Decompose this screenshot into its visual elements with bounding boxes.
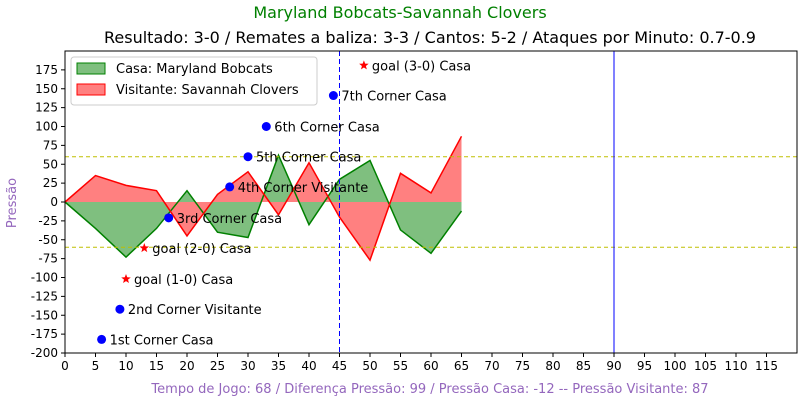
x-tick-label: 95	[637, 359, 652, 373]
x-tick-label: 10	[118, 359, 133, 373]
series-line-away	[64, 135, 463, 262]
legend-box	[70, 56, 318, 106]
x-tick-label: 25	[210, 359, 225, 373]
x-tick-label: 90	[606, 359, 621, 373]
goal-star-marker	[359, 60, 369, 70]
chart-title: Maryland Bobcats-Savannah Clovers	[253, 3, 546, 22]
x-tick-label: 75	[515, 359, 530, 373]
x-tick-label: 30	[240, 359, 255, 373]
y-tick-label: -175	[31, 327, 58, 341]
x-tick-label: 20	[179, 359, 194, 373]
x-tick-label: 80	[545, 359, 560, 373]
y-tick-label: -125	[31, 289, 58, 303]
legend-label-home: Casa: Maryland Bobcats	[116, 62, 273, 77]
x-tick-label: 65	[454, 359, 469, 373]
annotation-label: 7th Corner Casa	[341, 90, 446, 105]
annotation-label: goal (3-0) Casa	[372, 59, 471, 74]
x-tick-label: 105	[694, 359, 717, 373]
legend-swatch-away	[76, 83, 106, 96]
corner-dot-marker	[328, 91, 338, 101]
y-tick-label: -75	[38, 252, 58, 266]
x-tick-label: 5	[92, 359, 100, 373]
y-tick-label: 100	[35, 120, 58, 134]
y-axis-label: Pressão	[5, 178, 20, 228]
y-tick-label: 175	[35, 63, 58, 77]
corner-dot-marker	[225, 182, 235, 192]
annotation-label: 2nd Corner Visitante	[128, 303, 262, 318]
corner-dot-marker	[115, 304, 125, 314]
y-tick-label: 25	[43, 176, 58, 190]
y-tick-label: -50	[38, 233, 58, 247]
x-tick-label: 55	[393, 359, 408, 373]
legend-swatch-home	[76, 62, 106, 75]
x-tick-label: 0	[61, 359, 69, 373]
y-tick-label: -100	[31, 271, 58, 285]
y-tick-label: -150	[31, 308, 58, 322]
annotation-label: 3rd Corner Casa	[177, 212, 282, 227]
goal-star-marker	[121, 274, 131, 284]
plot-area: 1st Corner Casa 2nd Corner Visitante goal …	[31, 50, 798, 373]
annotation-label: 6th Corner Casa	[274, 121, 379, 136]
goal-star-marker	[139, 243, 150, 253]
series-area-home	[65, 155, 462, 258]
corner-dot-marker	[261, 122, 271, 131]
y-tick-label: 75	[43, 138, 58, 152]
annotation-label: 5th Corner Casa	[256, 151, 361, 166]
x-tick-label: 60	[423, 359, 438, 373]
y-tick-label: -200	[31, 346, 58, 360]
x-tick-label: 35	[271, 359, 286, 373]
corner-dot-marker	[97, 334, 107, 344]
y-tick-label: 125	[35, 101, 58, 115]
corner-dot-marker	[243, 152, 253, 162]
x-tick-label: 85	[576, 359, 591, 373]
annotation-label: 1st Corner Casa	[110, 333, 214, 348]
annotation-label: goal (2-0) Casa	[152, 242, 251, 257]
chart-subtitle: Resultado: 3-0 / Remates a baliza: 3-3 /…	[104, 28, 756, 47]
legend-label-away: Visitante: Savannah Clovers	[116, 83, 299, 98]
x-tick-label: 40	[301, 359, 316, 373]
y-tick-label: -25	[38, 214, 58, 228]
x-tick-label: 115	[755, 359, 778, 373]
x-tick-label: 70	[484, 359, 499, 373]
y-tick-label: 0	[50, 195, 58, 209]
series-line-home	[64, 153, 463, 259]
x-tick-label: 15	[149, 359, 164, 373]
legend: Casa: Maryland Bobcats Visitante: Savanna…	[70, 56, 318, 106]
corner-dot-marker	[164, 213, 174, 223]
x-tick-label: 110	[725, 359, 748, 373]
x-axis-label: Tempo de Jogo: 68 / Diferença Pressão: 9…	[150, 382, 708, 397]
y-tick-label: 50	[43, 157, 58, 171]
x-tick-label: 50	[362, 359, 377, 373]
x-tick-label: 100	[664, 359, 687, 373]
annotation-label: 4th Corner Visitante	[238, 181, 369, 196]
x-tick-label: 45	[332, 359, 347, 373]
annotation-label: goal (1-0) Casa	[134, 273, 233, 288]
y-tick-label: 150	[35, 82, 58, 96]
